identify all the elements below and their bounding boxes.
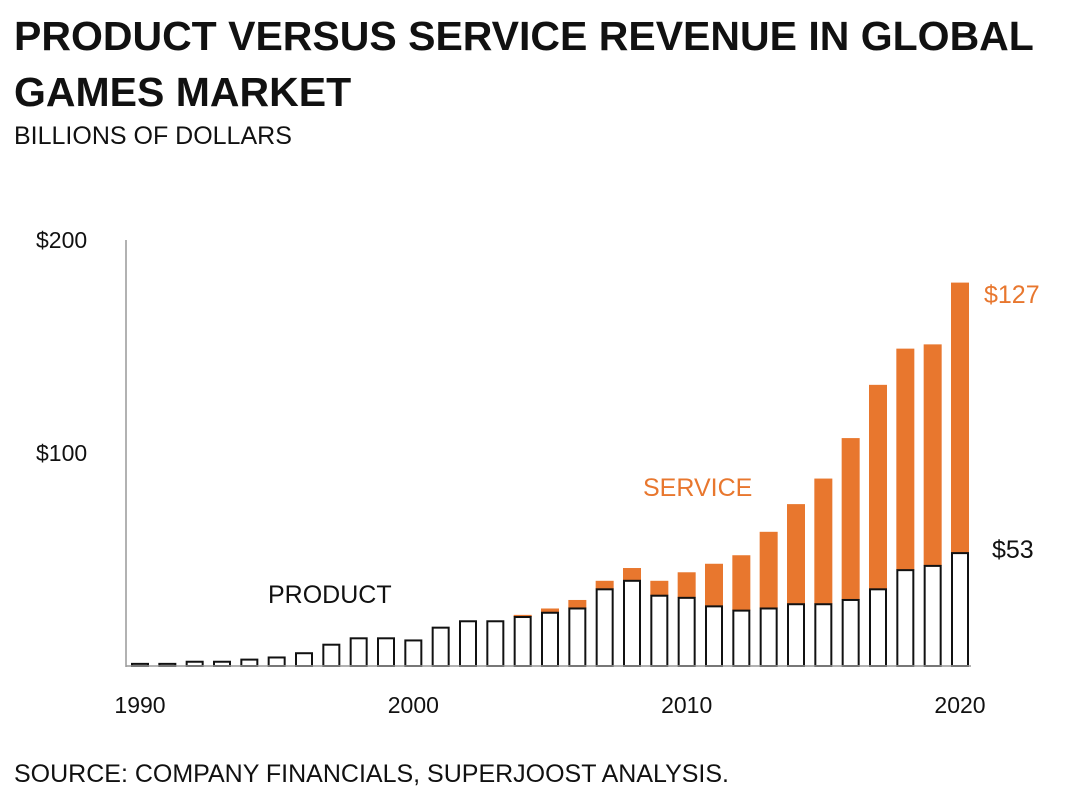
bar-product-2001 <box>431 626 450 667</box>
chart-subtitle: BILLIONS OF DOLLARS <box>14 122 292 150</box>
bar-product-2008 <box>623 579 641 667</box>
bar-service-2016 <box>841 438 860 600</box>
y-tick-label: $200 <box>36 227 87 253</box>
bar-service-2005 <box>541 608 559 613</box>
data-label-product-2020: $53 <box>992 536 1034 564</box>
bar-service-2018 <box>896 348 915 571</box>
bar-product-2018 <box>896 569 915 668</box>
series-label-service: SERVICE <box>643 474 752 502</box>
bar-product-2005 <box>541 611 559 667</box>
x-tick-label: 1990 <box>114 692 165 718</box>
bar-product-2020 <box>951 552 969 667</box>
bar-product-1999 <box>377 637 395 667</box>
chart-source: SOURCE: COMPANY FINANCIALS, SUPERJOOST A… <box>14 760 729 788</box>
bar-service-2007 <box>595 580 614 590</box>
y-tick-label: $100 <box>36 440 87 466</box>
bar-product-2009 <box>650 594 669 668</box>
bar-product-2010 <box>677 596 696 668</box>
y-axis: $100 $200 <box>36 227 127 667</box>
bar-product-1995 <box>267 656 286 667</box>
bar-product-2016 <box>841 598 860 667</box>
x-tick-label: 2020 <box>934 692 985 718</box>
bar-service-2017 <box>869 384 887 590</box>
bar-service-2009 <box>650 580 669 596</box>
annotations: PRODUCT SERVICE $127 $53 <box>268 281 1040 609</box>
bar-product-2006 <box>568 607 587 667</box>
bars <box>131 282 969 668</box>
bar-service-2015 <box>814 478 833 605</box>
bar-service-2004 <box>513 614 532 618</box>
bar-product-2013 <box>759 607 778 667</box>
x-axis: 1990 2000 2010 2020 <box>114 665 986 718</box>
bar-service-2006 <box>568 599 587 609</box>
x-tick-label: 2000 <box>388 692 439 718</box>
bar-product-1994 <box>240 658 259 667</box>
bar-product-2004 <box>513 616 532 668</box>
bar-product-2017 <box>869 588 887 668</box>
series-label-product: PRODUCT <box>268 581 392 609</box>
chart-title: PRODUCT VERSUS SERVICE REVENUE IN GLOBAL… <box>14 13 1034 115</box>
bar-product-2012 <box>732 609 751 667</box>
bar-product-1997 <box>322 643 341 668</box>
bar-service-2014 <box>787 504 805 605</box>
bar-service-2011 <box>705 563 723 607</box>
bar-product-1996 <box>295 652 313 667</box>
bar-product-2002 <box>459 620 477 668</box>
x-tick-label: 2010 <box>661 692 712 718</box>
bar-service-2020 <box>951 282 969 554</box>
bar-product-2003 <box>486 620 505 668</box>
data-label-service-2020: $127 <box>984 281 1040 309</box>
bar-service-2013 <box>759 531 778 609</box>
bar-product-2019 <box>923 564 942 668</box>
bar-product-2015 <box>814 603 833 667</box>
bar-product-2000 <box>404 639 423 668</box>
bar-service-2012 <box>732 555 751 611</box>
bar-product-1998 <box>349 637 368 667</box>
bar-service-2010 <box>677 572 696 598</box>
bar-service-2019 <box>923 344 942 566</box>
bar-service-2008 <box>623 568 641 581</box>
bar-product-2014 <box>787 603 805 667</box>
bar-product-2011 <box>705 605 723 667</box>
bar-product-2007 <box>595 588 614 668</box>
